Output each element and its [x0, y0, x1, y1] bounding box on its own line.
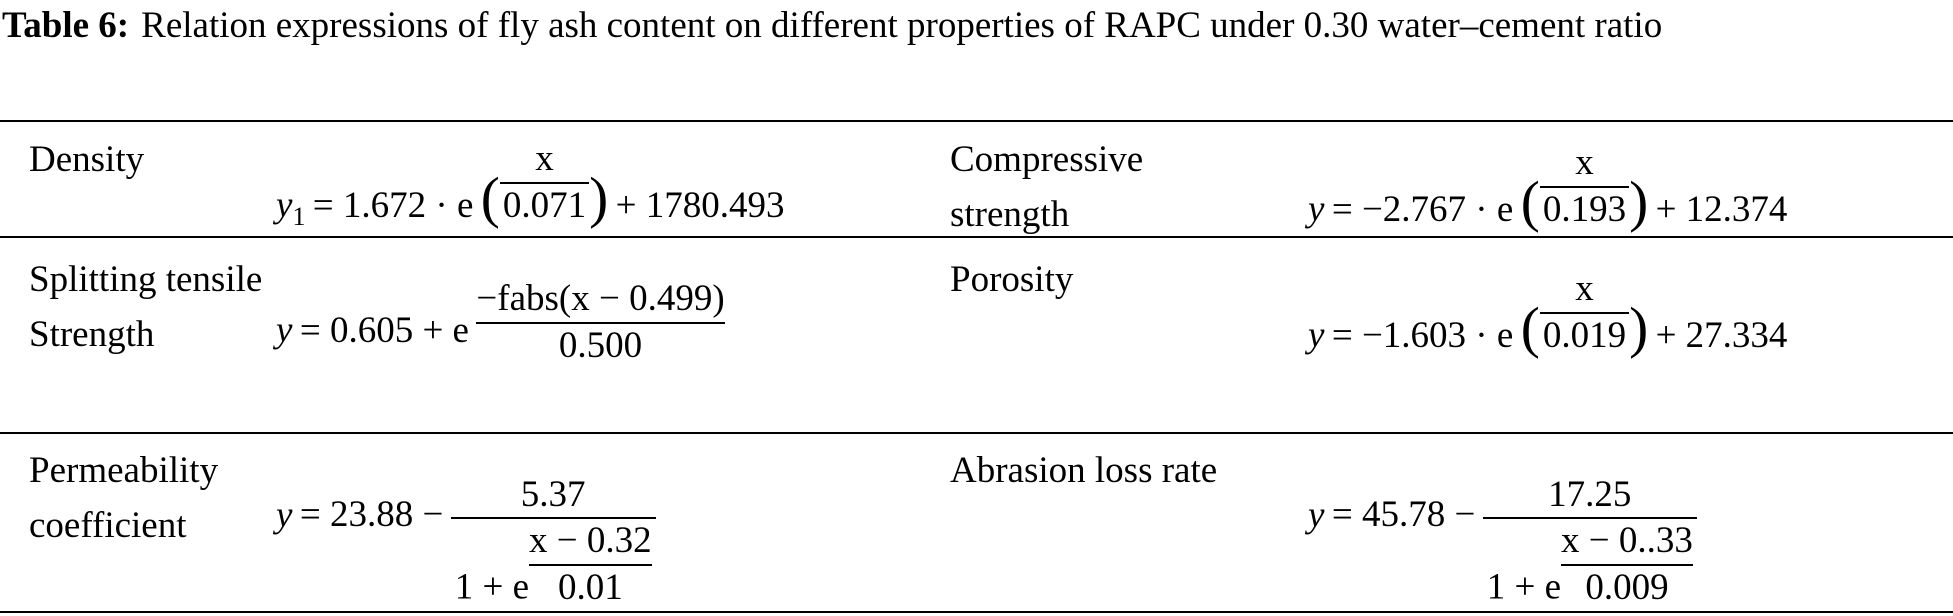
property: Permeability coefficient — [29, 450, 219, 546]
paren: ( — [1520, 170, 1540, 234]
formula-lhs: y — [1308, 494, 1325, 536]
denominator-prefix: 1 + e — [1486, 566, 1561, 608]
numerator: 17.25 — [1548, 473, 1632, 515]
formula: y = 0.605 + e −fabs(x − 0.499) 0.500 — [276, 277, 725, 368]
exponent: x − 0.32 0.01 — [529, 519, 652, 610]
paren: ( — [480, 166, 500, 230]
exponent-fraction: −fabs(x − 0.499) 0.500 — [476, 277, 725, 368]
denominator: 0.01 — [529, 563, 652, 610]
rule — [0, 611, 1953, 613]
numerator: x — [535, 138, 554, 180]
numerator: 5.37 — [520, 473, 586, 515]
formula-lhs: y — [276, 184, 293, 226]
exponent: (x 0.071) — [481, 137, 608, 228]
paren: ( — [1520, 296, 1540, 360]
property: Porosity — [950, 259, 1074, 300]
rule — [0, 432, 1953, 434]
formula-subscript: 1 — [292, 201, 306, 231]
exponent: x − 0..33 0.009 — [1561, 519, 1693, 610]
property: Splitting tensile Strength — [29, 259, 263, 355]
formula-prefix: = −2.767 · e — [1331, 188, 1514, 230]
property: Density — [29, 139, 145, 180]
formula-lhs: y — [276, 309, 293, 351]
numerator: x — [1575, 142, 1594, 184]
exponent: (x 0.193) — [1521, 141, 1648, 232]
denominator: 0.071 — [499, 181, 590, 228]
formula-lhs: y — [1308, 188, 1325, 230]
formula-suffix: + 1780.493 — [615, 184, 785, 226]
caption-text: Relation expressions of fly ash content … — [141, 5, 1663, 46]
formula-lhs: y — [276, 494, 293, 536]
denominator-prefix: 1 + e — [454, 566, 529, 608]
formula: y1 = 1.672 · e(x 0.071) + 1780.493 — [276, 137, 792, 232]
numerator: −fabs(x − 0.499) — [476, 278, 725, 320]
property: Compressive strength — [950, 139, 1144, 235]
numerator: x − 0.32 — [529, 520, 652, 562]
formula-suffix: + 27.334 — [1655, 314, 1788, 356]
rule — [0, 236, 1953, 238]
formula-suffix: + 12.374 — [1655, 188, 1788, 230]
numerator: x — [1575, 268, 1594, 310]
numerator: x − 0..33 — [1561, 520, 1693, 562]
exponent-fraction: x − 0..33 0.009 — [1561, 519, 1693, 610]
formula-prefix: = 1.672 · e — [312, 184, 474, 226]
paren: ) — [1629, 170, 1649, 234]
exponent: −fabs(x − 0.499) 0.500 — [476, 277, 725, 368]
denominator: 0.193 — [1539, 185, 1630, 232]
formula-lhs: y — [1308, 314, 1325, 356]
formula: y = −2.767 · e(x 0.193) + 12.374 — [1308, 141, 1795, 232]
rule — [0, 120, 1953, 122]
property: Abrasion loss rate — [950, 450, 1218, 491]
exponent-fraction: x 0.193 — [1539, 141, 1630, 232]
denominator: 0.019 — [1539, 311, 1630, 358]
formula-prefix: = 23.88 − — [299, 494, 444, 536]
formula-prefix: = 45.78 − — [1331, 494, 1476, 536]
caption: Table 6: Relation expressions of fly ash … — [2, 0, 1952, 53]
caption-label: Table 6: — [2, 5, 130, 46]
exponent: (x 0.019) — [1521, 267, 1648, 358]
formula-prefix: = 0.605 + e — [299, 309, 469, 351]
exponent-fraction: x 0.019 — [1539, 267, 1630, 358]
paren: ) — [589, 166, 609, 230]
exponent-fraction: x − 0.32 0.01 — [529, 519, 652, 610]
denominator: 0.500 — [476, 321, 725, 368]
denominator: 0.009 — [1561, 563, 1693, 610]
exponent-fraction: x 0.071 — [499, 137, 590, 228]
formula: y = −1.603 · e(x 0.019) + 27.334 — [1308, 267, 1795, 358]
paren: ) — [1629, 296, 1649, 360]
formula-prefix: = −1.603 · e — [1331, 314, 1514, 356]
